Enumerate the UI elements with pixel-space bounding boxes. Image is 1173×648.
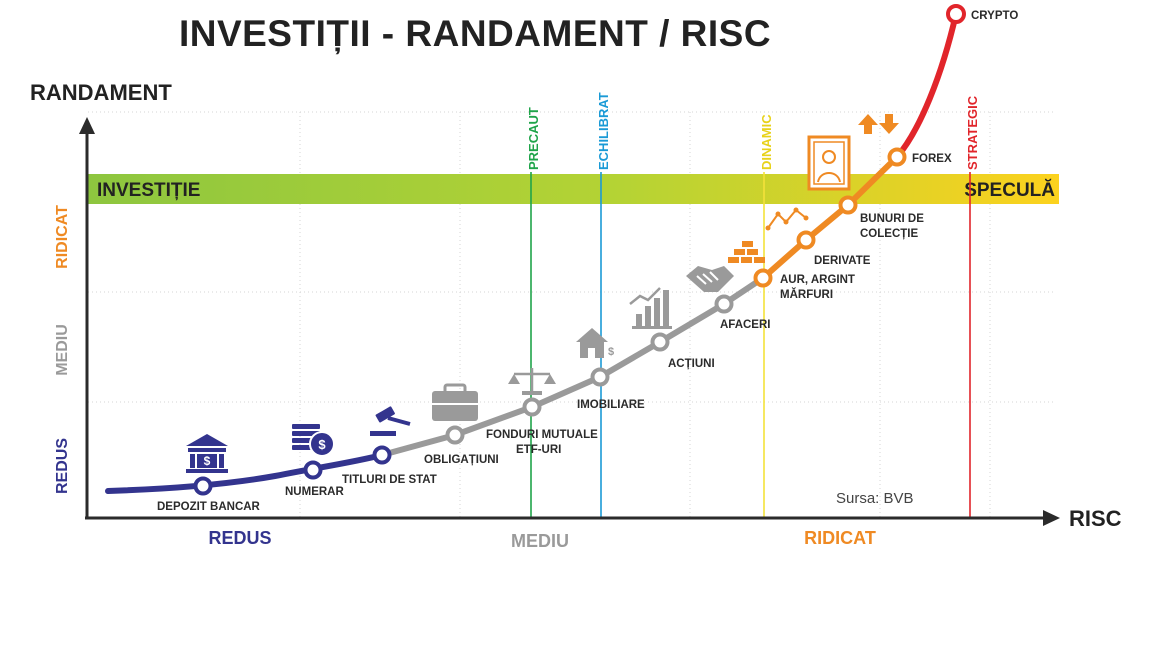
curve-nodes — [193, 4, 966, 496]
curve-node — [887, 147, 907, 167]
band-label-specula: SPECULĂ — [964, 179, 1055, 201]
step-label: DEPOZIT BANCAR — [157, 501, 261, 513]
x-level-low: REDUS — [208, 528, 271, 548]
x-axis-arrow-icon — [1043, 510, 1060, 526]
step-label: TITLURI DE STAT — [342, 474, 437, 486]
x-level-high: RIDICAT — [804, 528, 876, 548]
step-label: COLECȚIE — [860, 228, 918, 240]
gavel-icon — [370, 406, 411, 436]
scales-icon — [508, 368, 556, 395]
cash-icon: $ — [292, 424, 335, 457]
curve-node — [796, 230, 816, 250]
zigzag-chart-icon — [765, 207, 809, 231]
profile-lines: PRECAUT ECHILIBRAT DINAMIC STRATEGIC — [526, 92, 980, 518]
step-label: OBLIGAȚIUNI — [424, 454, 499, 466]
source-note: Sursa: BVB — [836, 490, 914, 507]
step-label: ETF-URI — [516, 444, 561, 456]
bank-icon: $ — [186, 434, 228, 473]
profile-label-dinamic: DINAMIC — [759, 114, 774, 170]
grid — [88, 111, 1055, 518]
curve-node — [522, 397, 542, 417]
curve-segment-crypto — [894, 11, 959, 160]
investment-speculation-band — [87, 174, 1059, 204]
curve-node — [946, 4, 966, 24]
y-level-low: REDUS — [54, 438, 71, 494]
y-axis-arrow-icon — [79, 117, 95, 134]
step-label: IMOBILIARE — [577, 399, 645, 411]
icons: $ $ — [186, 114, 899, 473]
curve-node — [753, 268, 773, 288]
stock-chart-icon — [629, 287, 672, 329]
handshake-icon — [686, 266, 734, 292]
profile-label-strategic: STRATEGIC — [965, 95, 980, 170]
step-label: FOREX — [912, 153, 952, 165]
curve-node — [303, 460, 323, 480]
x-axis-title: RISC — [1069, 506, 1122, 531]
curve-segment-low — [105, 452, 385, 494]
y-level-high: RIDICAT — [54, 205, 71, 269]
svg-text:$: $ — [204, 454, 211, 468]
curve-segment-high — [760, 154, 900, 281]
x-level-medium: MEDIU — [511, 531, 569, 551]
y-level-medium: MEDIU — [54, 324, 71, 376]
curve-node — [193, 476, 213, 496]
svg-text:$: $ — [608, 346, 614, 358]
step-label: CRYPTO — [971, 10, 1018, 22]
step-label: ACȚIUNI — [668, 358, 715, 370]
curve-node — [445, 425, 465, 445]
house-icon: $ — [576, 328, 614, 358]
profile-label-precaut: PRECAUT — [526, 107, 541, 170]
step-label: AFACERI — [720, 319, 770, 331]
briefcase-icon — [432, 383, 478, 421]
gold-bars-icon — [728, 241, 765, 263]
profile-label-echilibrat: ECHILIBRAT — [596, 92, 611, 170]
step-label: BUNURI DE — [860, 213, 924, 225]
curve-node — [714, 294, 734, 314]
step-label: FONDURI MUTUALE — [486, 429, 598, 441]
painting-icon — [807, 135, 851, 191]
band-label-investitie: INVESTIȚIE — [97, 180, 200, 201]
axes — [79, 117, 1060, 526]
risk-return-curve — [105, 11, 959, 494]
step-label: NUMERAR — [285, 486, 344, 498]
exchange-arrows-icon — [858, 114, 899, 134]
curve-node — [650, 332, 670, 352]
curve-node — [838, 195, 858, 215]
svg-text:$: $ — [318, 437, 326, 452]
step-label: MĂRFURI — [780, 288, 833, 301]
step-label: DERIVATE — [814, 255, 871, 267]
curve-node — [372, 445, 392, 465]
y-axis-title: RANDAMENT — [30, 80, 172, 105]
page-title: INVESTIȚII - RANDAMENT / RISC — [179, 13, 771, 55]
step-label: AUR, ARGINT — [780, 274, 855, 286]
curve-node — [590, 367, 610, 387]
